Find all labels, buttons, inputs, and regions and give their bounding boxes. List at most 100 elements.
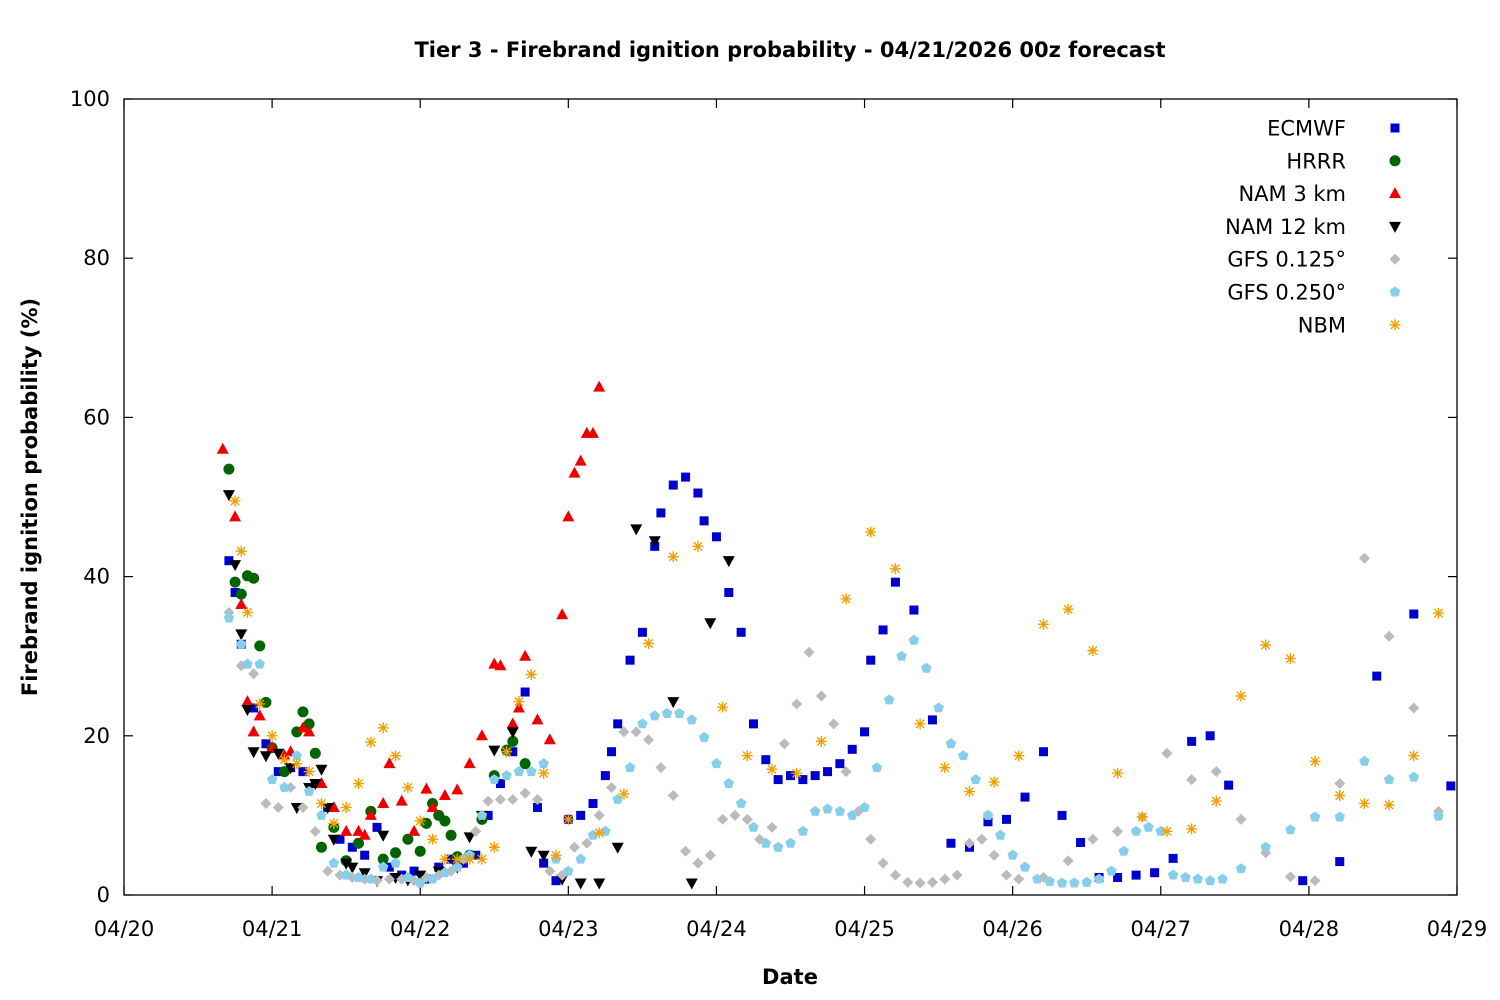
data-point — [409, 866, 419, 876]
data-point — [574, 454, 587, 466]
data-point — [241, 695, 254, 707]
data-point — [761, 755, 771, 765]
data-point — [254, 658, 265, 669]
data-point — [927, 715, 937, 725]
data-point — [327, 800, 340, 812]
data-point — [506, 727, 519, 739]
data-point — [543, 733, 556, 745]
data-point — [537, 850, 550, 862]
data-point — [1383, 799, 1395, 811]
data-point — [377, 830, 390, 842]
data-point — [272, 801, 284, 813]
data-point — [791, 698, 803, 710]
data-point — [377, 853, 389, 865]
data-point — [513, 696, 525, 708]
data-point — [1334, 811, 1345, 822]
data-point — [926, 876, 938, 888]
data-point — [1309, 755, 1321, 767]
legend-label: NAM 3 km — [1238, 182, 1346, 206]
data-point — [889, 869, 901, 881]
data-point — [328, 857, 340, 868]
data-point — [823, 767, 833, 777]
data-point — [988, 849, 1000, 861]
data-point — [1112, 825, 1124, 837]
data-point — [494, 659, 507, 671]
data-point — [446, 854, 456, 864]
data-point — [569, 841, 581, 853]
data-point — [1205, 731, 1215, 741]
data-point — [711, 758, 722, 769]
y-tick-label: 60 — [83, 405, 110, 429]
data-point — [216, 442, 229, 454]
data-point — [556, 608, 569, 620]
data-point — [224, 556, 234, 566]
data-point — [253, 709, 266, 721]
data-point — [488, 745, 501, 757]
data-point — [1019, 861, 1031, 872]
data-point — [1408, 750, 1420, 762]
data-point — [914, 877, 926, 889]
data-point — [704, 849, 716, 861]
data-point — [1000, 869, 1012, 881]
data-point — [982, 809, 994, 820]
legend-marker — [1389, 221, 1401, 233]
data-point — [685, 878, 698, 890]
data-point — [1106, 865, 1117, 876]
x-axis-ticks: 04/20 04/21 04/22 04/23 04/24 04/25 04/26 04/27… — [94, 99, 1487, 941]
x-tick-label: 04/24 — [686, 917, 747, 941]
data-point — [303, 725, 316, 737]
data-point — [562, 510, 575, 522]
data-point — [1334, 778, 1346, 790]
data-point — [242, 658, 253, 669]
data-point — [1432, 607, 1444, 619]
data-point — [438, 789, 451, 800]
data-point — [914, 718, 926, 730]
data-point — [222, 490, 235, 502]
data-point — [699, 516, 709, 526]
data-point — [495, 779, 505, 789]
data-point — [1167, 869, 1179, 880]
legend-marker — [1389, 155, 1401, 167]
data-point — [649, 710, 660, 721]
data-point — [711, 532, 721, 542]
data-point — [241, 705, 254, 717]
data-point — [866, 655, 876, 665]
data-point — [1383, 630, 1395, 642]
data-point — [519, 787, 531, 799]
data-point — [1038, 618, 1050, 630]
data-point — [235, 629, 248, 641]
data-point — [717, 813, 729, 825]
data-point — [1358, 797, 1370, 809]
data-point — [247, 747, 260, 759]
data-point — [513, 766, 525, 777]
legend-label: GFS 0.125° — [1227, 248, 1346, 272]
y-axis-ticks: 0 20 40 60 80 100 — [70, 87, 1457, 907]
data-point — [1408, 771, 1420, 782]
data-point — [402, 871, 414, 882]
data-point — [1186, 774, 1198, 786]
data-point — [681, 472, 691, 482]
data-point — [476, 809, 488, 820]
legend-marker — [1390, 123, 1400, 133]
data-point — [1235, 690, 1247, 702]
data-point — [402, 833, 414, 845]
data-point — [722, 556, 735, 568]
data-point — [1433, 810, 1444, 821]
data-point — [889, 563, 901, 575]
data-point — [1187, 736, 1197, 746]
data-point — [945, 738, 957, 749]
data-point — [656, 508, 666, 518]
data-point — [475, 729, 488, 741]
data-point — [390, 857, 401, 868]
data-point — [340, 858, 353, 870]
data-point — [1069, 877, 1080, 888]
data-point — [698, 731, 710, 742]
data-point — [249, 703, 259, 713]
data-point — [593, 878, 606, 890]
data-point — [476, 853, 488, 865]
data-point — [723, 778, 735, 789]
data-point — [1062, 603, 1074, 615]
data-point — [519, 758, 531, 770]
data-point — [576, 810, 586, 820]
data-point — [773, 775, 783, 785]
